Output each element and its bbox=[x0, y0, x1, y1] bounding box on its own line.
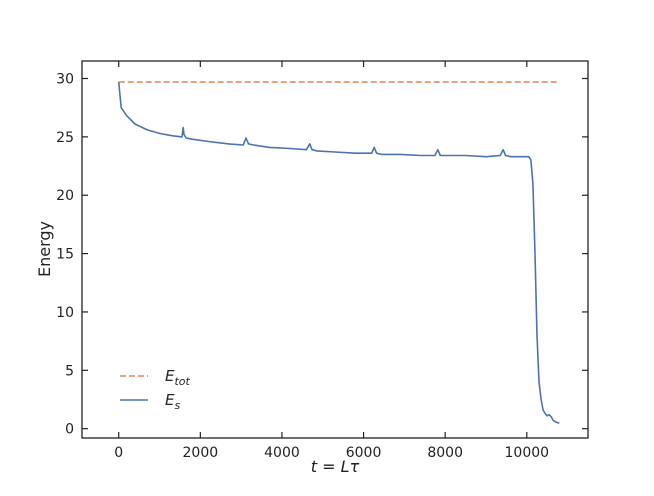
x-tick-label: 6000 bbox=[346, 445, 382, 461]
y-tick-label: 15 bbox=[56, 247, 74, 263]
legend: Etot Es bbox=[120, 367, 191, 412]
x-axis-title: t = Lτ bbox=[311, 457, 360, 476]
y-axis-title: Energy bbox=[35, 221, 54, 277]
y-tick-label: 10 bbox=[56, 305, 74, 321]
x-tick-label: 8000 bbox=[427, 445, 463, 461]
series-line-e-s bbox=[117, 81, 560, 424]
legend-label: Etot bbox=[165, 367, 191, 388]
x-tick-label: 2000 bbox=[183, 445, 219, 461]
series-group bbox=[117, 81, 560, 424]
y-tick-label: 20 bbox=[56, 188, 74, 204]
y-tick-label: 30 bbox=[56, 72, 74, 88]
y-tick-label: 25 bbox=[56, 130, 74, 146]
axis-ticks: 0 2000 4000 6000 8000 10000 0 5 10 15 20 25 30 bbox=[56, 61, 588, 461]
legend-label: Es bbox=[165, 391, 180, 412]
plot-frame bbox=[81, 60, 589, 439]
x-tick-label: 0 bbox=[114, 445, 123, 461]
y-tick-label: 0 bbox=[65, 422, 74, 438]
x-tick-label: 10000 bbox=[505, 445, 550, 461]
x-tick-label: 4000 bbox=[264, 445, 300, 461]
y-tick-label: 5 bbox=[65, 363, 74, 379]
